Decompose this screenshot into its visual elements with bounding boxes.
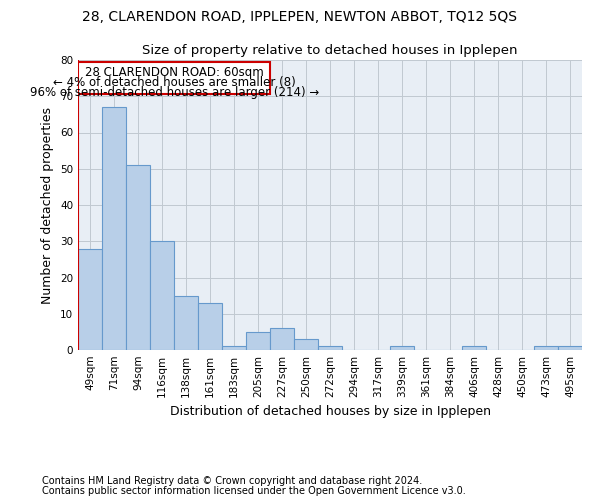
Title: Size of property relative to detached houses in Ipplepen: Size of property relative to detached ho…	[142, 44, 518, 58]
Bar	[294, 339, 318, 350]
Text: 96% of semi-detached houses are larger (214) →: 96% of semi-detached houses are larger (…	[30, 86, 319, 100]
Bar	[558, 346, 582, 350]
Bar	[534, 346, 558, 350]
Bar	[102, 107, 126, 350]
Bar	[150, 242, 174, 350]
Bar	[246, 332, 270, 350]
Text: 28 CLARENDON ROAD: 60sqm: 28 CLARENDON ROAD: 60sqm	[85, 66, 264, 79]
Bar	[390, 346, 414, 350]
FancyBboxPatch shape	[79, 62, 271, 94]
Text: 28, CLARENDON ROAD, IPPLEPEN, NEWTON ABBOT, TQ12 5QS: 28, CLARENDON ROAD, IPPLEPEN, NEWTON ABB…	[83, 10, 517, 24]
Text: Contains HM Land Registry data © Crown copyright and database right 2024.: Contains HM Land Registry data © Crown c…	[42, 476, 422, 486]
Bar	[270, 328, 294, 350]
Y-axis label: Number of detached properties: Number of detached properties	[41, 106, 55, 304]
Text: Contains public sector information licensed under the Open Government Licence v3: Contains public sector information licen…	[42, 486, 466, 496]
Text: ← 4% of detached houses are smaller (8): ← 4% of detached houses are smaller (8)	[53, 76, 296, 90]
Bar	[174, 296, 198, 350]
Bar	[222, 346, 246, 350]
Bar	[198, 303, 222, 350]
Bar	[78, 248, 102, 350]
Bar	[318, 346, 342, 350]
Bar	[126, 165, 150, 350]
Bar	[462, 346, 486, 350]
X-axis label: Distribution of detached houses by size in Ipplepen: Distribution of detached houses by size …	[170, 406, 491, 418]
